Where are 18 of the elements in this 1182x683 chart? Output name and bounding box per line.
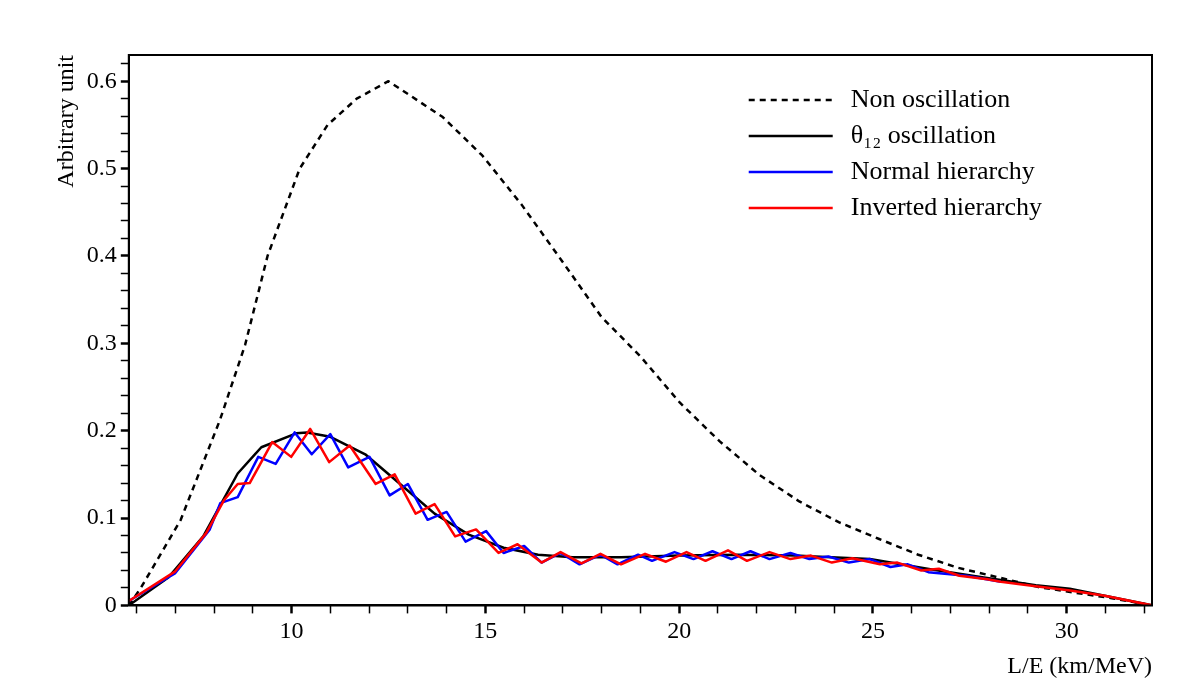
x-tick-label: 10 <box>279 617 304 644</box>
x-tick-label: 15 <box>473 617 498 644</box>
y-tick-label: 0.1 <box>86 503 117 530</box>
y-axis-title: Arbitrary unit <box>51 54 78 188</box>
legend-label: Inverted hierarchy <box>850 191 1042 221</box>
y-tick-label: 0.3 <box>86 328 117 355</box>
y-tick-label: 0.2 <box>86 415 117 442</box>
legend-label: Normal hierarchy <box>850 155 1035 185</box>
y-tick-label: 0 <box>104 590 117 617</box>
x-axis-title: L/E (km/MeV) <box>1007 651 1152 678</box>
y-tick-label: 0.6 <box>86 66 117 93</box>
y-tick-label: 0.4 <box>86 241 117 268</box>
legend-label: θ₁₂ oscillation <box>850 119 997 149</box>
x-tick-label: 30 <box>1054 617 1079 644</box>
y-tick-label: 0.5 <box>86 153 117 180</box>
x-tick-label: 25 <box>860 617 885 644</box>
legend-label: Non oscillation <box>850 83 1011 113</box>
x-tick-label: 20 <box>667 617 692 644</box>
